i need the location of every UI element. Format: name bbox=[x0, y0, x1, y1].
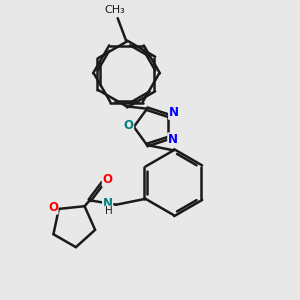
Text: N: N bbox=[169, 106, 179, 119]
Text: O: O bbox=[48, 201, 58, 214]
Text: O: O bbox=[102, 173, 112, 186]
Text: O: O bbox=[124, 119, 134, 132]
Text: H: H bbox=[105, 206, 112, 216]
Text: N: N bbox=[103, 197, 112, 210]
Text: N: N bbox=[168, 133, 178, 146]
Text: CH₃: CH₃ bbox=[104, 5, 125, 15]
